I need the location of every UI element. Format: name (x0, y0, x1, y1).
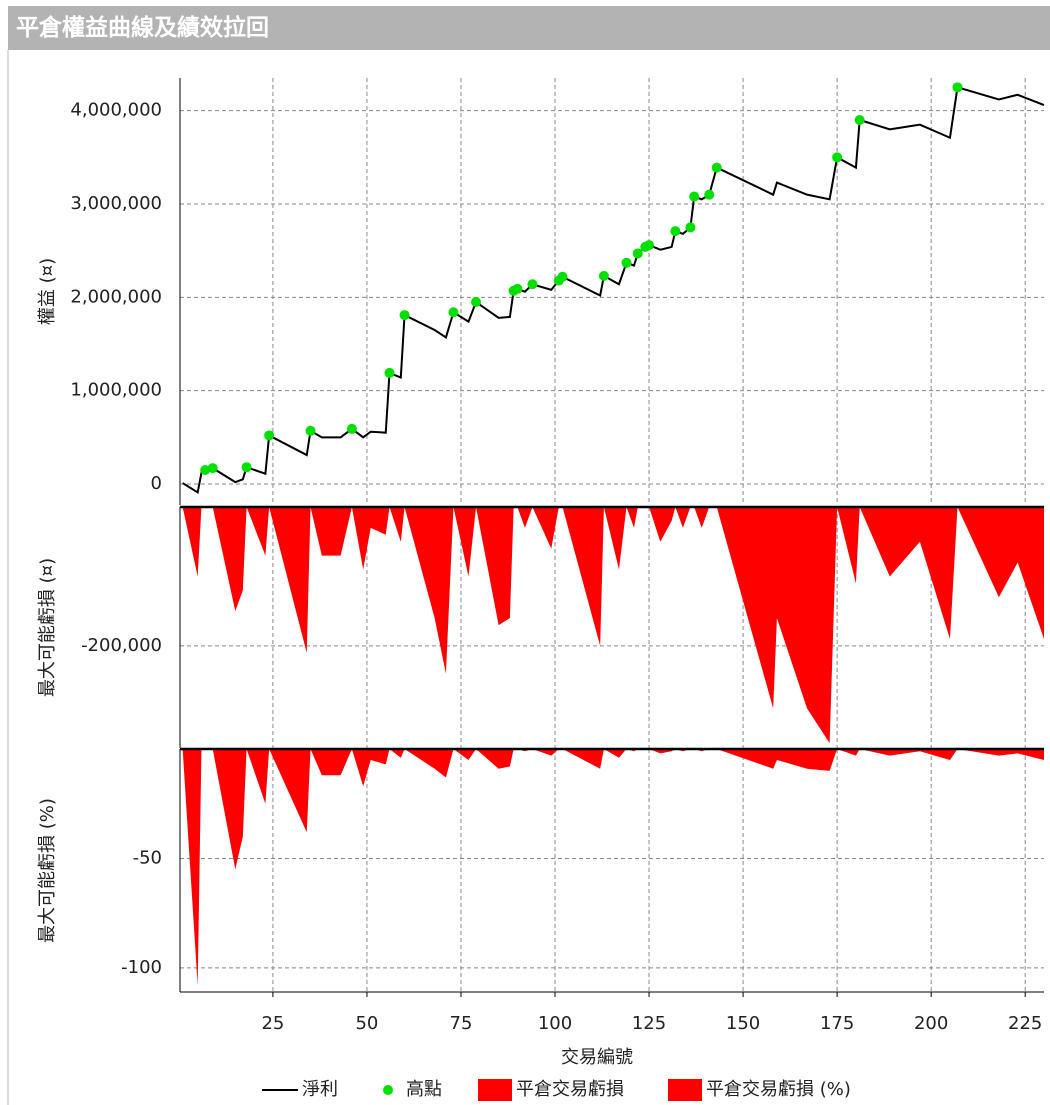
high-point (241, 462, 252, 473)
legend-swatch (478, 1079, 512, 1101)
high-point (632, 248, 643, 259)
high-point (598, 270, 609, 281)
high-point (711, 162, 722, 173)
header-title: 平倉權益曲線及績效拉回 (8, 6, 1050, 50)
high-point (399, 310, 410, 321)
high-point (448, 307, 459, 318)
high-point (557, 271, 568, 282)
y-tick-label: 4,000,000 (70, 100, 162, 121)
y-axis-label: 權益 (¤) (37, 258, 58, 325)
x-axis-label: 交易編號 (561, 1047, 633, 1068)
x-tick-label: 150 (726, 1013, 760, 1034)
legend-label: 平倉交易虧損 (%) (706, 1079, 851, 1100)
y-axis-label: 最大可能虧損 (¤) (37, 558, 58, 697)
high-point (200, 465, 211, 475)
high-point (471, 297, 482, 307)
legend-label: 高點 (406, 1079, 442, 1100)
high-point (685, 222, 696, 233)
high-point (305, 425, 316, 436)
y-tick-label: 2,000,000 (70, 286, 162, 307)
x-tick-label: 50 (355, 1013, 378, 1034)
high-point (704, 189, 715, 200)
y-tick-label: -100 (121, 957, 162, 978)
y-tick-label: 0 (151, 473, 162, 494)
high-point (207, 463, 218, 474)
legend-swatch (668, 1079, 702, 1101)
high-point (512, 283, 523, 294)
legend-label: 淨利 (302, 1079, 338, 1100)
x-tick-label: 175 (820, 1013, 854, 1034)
high-point (384, 367, 395, 378)
high-point (832, 152, 843, 163)
x-tick-label: 100 (538, 1013, 572, 1034)
high-point (527, 279, 538, 290)
drawdown-area (182, 507, 1044, 744)
high-point (854, 115, 865, 125)
legend-label: 平倉交易虧損 (516, 1079, 624, 1100)
x-tick-label: 125 (632, 1013, 666, 1034)
high-point (952, 82, 963, 93)
high-point (346, 423, 357, 434)
y-tick-label: 3,000,000 (70, 193, 162, 214)
y-tick-label: -50 (133, 847, 162, 868)
x-tick-label: 200 (914, 1013, 948, 1034)
high-point (644, 240, 655, 251)
legend-dot (383, 1085, 393, 1095)
x-tick-label: 75 (450, 1013, 473, 1034)
x-tick-label: 225 (1008, 1013, 1042, 1034)
high-point (689, 191, 700, 202)
high-point (264, 430, 275, 441)
x-tick-label: 25 (261, 1013, 284, 1034)
high-point (670, 226, 681, 237)
y-axis-label: 最大可能虧損 (%) (37, 798, 58, 943)
y-tick-label: 1,000,000 (70, 380, 162, 401)
high-point (621, 257, 632, 268)
y-tick-label: -200,000 (81, 635, 162, 656)
drawdown-area (182, 749, 1044, 986)
